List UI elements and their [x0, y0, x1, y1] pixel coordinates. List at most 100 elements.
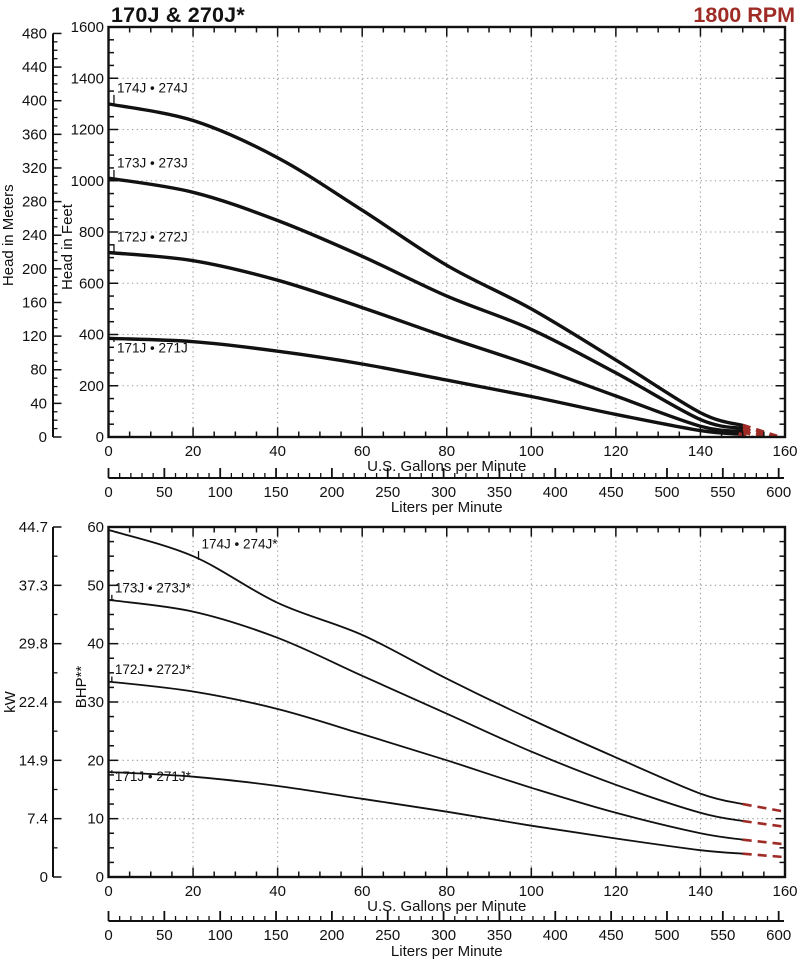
liters-tick-label: 200	[319, 927, 344, 944]
y-tick-label: 200	[79, 378, 104, 395]
liters-tick-label: 250	[375, 484, 400, 501]
series-dashed-tail	[742, 423, 780, 438]
secondary-y-tick-label: 22.4	[19, 694, 48, 711]
x-tick-label: 120	[603, 443, 628, 460]
liters-tick-label: 0	[104, 484, 112, 501]
series-label: 171J • 271J*	[115, 769, 192, 784]
bhp-chart: 174J • 274J* 173J • 273J* 172J • 272J* 171J…	[2, 519, 798, 960]
liters-tick-label: 450	[599, 927, 624, 944]
series-curve-174J	[107, 102, 745, 428]
secondary-y-tick-label: 160	[22, 294, 47, 311]
liters-tick-label: 150	[264, 484, 289, 501]
series-label: 173J • 273J	[117, 155, 188, 170]
x-tick-label: 20	[185, 443, 202, 460]
secondary-y-tick-label: 480	[22, 25, 47, 42]
y-tick-label: 40	[87, 636, 104, 653]
x-tick-label: 20	[185, 883, 202, 900]
gridlines	[108, 27, 785, 437]
liters-tick-label: 0	[104, 927, 112, 944]
y-tick-label: 50	[87, 577, 104, 594]
y-tick-label: 30	[87, 694, 104, 711]
y-tick-label: 0	[96, 429, 104, 446]
x-tick-label: 0	[104, 443, 112, 460]
x-tick-label: 40	[269, 443, 286, 460]
series-curve-174J	[107, 529, 744, 805]
series-dashed-tail	[738, 432, 753, 438]
secondary-y-tick-label: 0	[40, 869, 48, 886]
liters-tick-label: 400	[543, 927, 568, 944]
y-secondary-axis: 0 40 80 120 160 200 240 280 320 360 400 440 480 Head …	[0, 25, 62, 446]
liters-tick-label: 600	[766, 927, 791, 944]
series-label: 172J • 272J	[117, 230, 188, 245]
y-tick-label: 800	[79, 224, 104, 241]
y-axis-title: Head in Feet	[59, 203, 76, 290]
x-tick-label: 140	[688, 443, 713, 460]
y-tick-label: 60	[87, 519, 104, 536]
secondary-y-tick-label: 320	[22, 160, 47, 177]
y-tick-label: 600	[79, 275, 104, 292]
series-dashed-tail	[742, 852, 786, 859]
series-curve-173J	[107, 599, 744, 822]
y-secondary-axis: 0 7.4 14.9 22.4 29.8 37.3 44.7 kW	[2, 519, 62, 886]
x-tick-label: 0	[104, 883, 112, 900]
y-axis: 0 10 20 30 40 50 60 BHP**	[73, 519, 104, 886]
x-tick-label: 80	[438, 443, 455, 460]
series-group	[107, 529, 786, 859]
series-label: 172J • 272J*	[115, 662, 192, 677]
y-axis-title: BHP**	[73, 666, 90, 709]
secondary-y-tick-label: 200	[22, 261, 47, 278]
head-capacity-chart: 174J • 274J 173J • 273J 172J • 272J 171J • …	[0, 19, 798, 516]
gridlines	[108, 527, 785, 877]
series-group	[107, 102, 780, 438]
axis-ticks	[107, 26, 786, 438]
x-tick-label: 80	[438, 883, 455, 900]
secondary-y-tick-label: 7.4	[27, 811, 48, 828]
liters-tick-label: 350	[487, 484, 512, 501]
secondary-y-tick-label: 40	[30, 395, 47, 412]
y-tick-label: 400	[79, 327, 104, 344]
liters-tick-label: 550	[710, 927, 735, 944]
y-tick-label: 1200	[71, 122, 104, 139]
series-dashed-tail	[742, 426, 771, 438]
secondary-y-axis-title: Head in Meters	[0, 184, 17, 286]
secondary-y-tick-label: 14.9	[19, 752, 48, 769]
y-tick-label: 20	[87, 752, 104, 769]
liters-tick-label: 100	[208, 927, 233, 944]
series-curve-173J	[107, 176, 745, 431]
x-tick-label: 60	[354, 883, 371, 900]
secondary-y-tick-label: 400	[22, 93, 47, 110]
x-tick-label: 40	[269, 883, 286, 900]
liters-axis-title: Liters per Minute	[391, 499, 503, 516]
x-axis-title: U.S. Gallons per Minute	[367, 458, 526, 475]
liters-tick-label: 600	[766, 484, 791, 501]
secondary-y-tick-label: 120	[22, 328, 47, 345]
series-curve-171J	[107, 771, 744, 855]
x-axis: 0 20 40 60 80 100 120 140 160 U.S. Gallons per Mi…	[104, 443, 797, 475]
series-label: 174J • 274J*	[202, 537, 279, 552]
secondary-y-tick-label: 80	[30, 362, 47, 379]
liters-tick-label: 500	[654, 484, 679, 501]
series-curve-172J	[107, 250, 745, 434]
liters-tick-label: 50	[156, 484, 173, 501]
liters-tick-label: 200	[319, 484, 344, 501]
y-tick-label: 1400	[71, 70, 104, 87]
y-tick-label: 1000	[71, 173, 104, 190]
series-dashed-tail	[742, 819, 786, 829]
secondary-y-tick-label: 280	[22, 194, 47, 211]
secondary-y-tick-label: 0	[39, 429, 47, 446]
series-dashed-tail	[742, 838, 786, 846]
series-curve-172J	[107, 680, 744, 841]
liters-tick-label: 300	[431, 927, 456, 944]
y-tick-label: 1600	[71, 19, 104, 36]
liters-axis-title: Liters per Minute	[391, 943, 503, 960]
y-tick-label: 0	[96, 869, 104, 886]
y-axis: 0 200 400 600 800 1000 1200 1400 1600 Head in Fee…	[59, 19, 104, 446]
y-tick-label: 10	[87, 811, 104, 828]
rpm-badge: 1800 RPM	[693, 3, 795, 27]
axis-ticks	[107, 526, 786, 878]
x-tick-label: 140	[688, 883, 713, 900]
page-title: 170J & 270J*	[111, 3, 245, 27]
x-tick-label: 60	[354, 443, 371, 460]
